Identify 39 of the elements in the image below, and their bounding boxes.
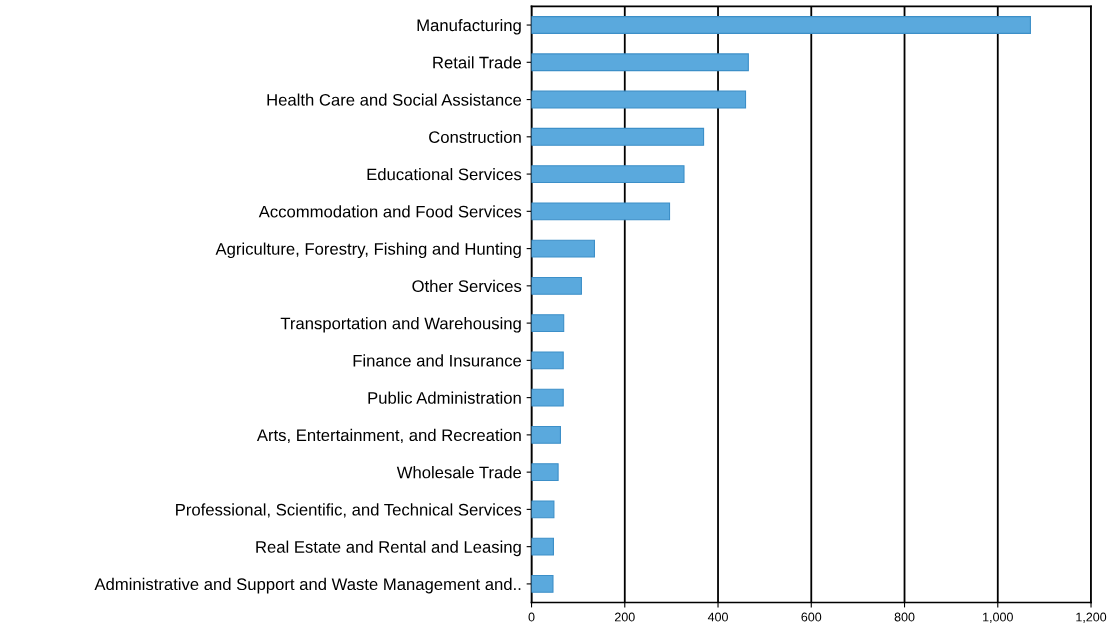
y-tick-label: Finance and Insurance xyxy=(353,354,522,367)
y-tick-label: Educational Services xyxy=(367,168,522,181)
bar xyxy=(531,351,564,370)
y-tick-label: Transportation and Warehousing xyxy=(280,317,521,333)
y-tick-label: Construction xyxy=(429,130,521,144)
y-tick-label: Wholesale Trade xyxy=(396,466,522,479)
y-tick-label: Public Administration xyxy=(368,391,521,404)
y-tick-label: Professional, Scientific, and Technical Services xyxy=(176,503,522,518)
bar xyxy=(531,314,565,333)
x-tick-label: 1,200 xyxy=(1076,612,1107,623)
bar xyxy=(531,425,561,444)
bar xyxy=(531,53,749,72)
x-tick-label: 200 xyxy=(614,612,635,622)
y-tick-label: Agriculture, Forestry, Fishing and Hunting xyxy=(215,242,521,259)
bar xyxy=(531,500,555,519)
y-tick-label: Accommodation and Food Services xyxy=(258,205,522,218)
bar xyxy=(531,276,582,295)
y-tick-label: Real Estate and Rental and Leasing xyxy=(256,540,521,557)
bar xyxy=(531,16,1031,34)
y-tick-label: Retail Trade xyxy=(433,56,522,69)
x-tick-label: 0 xyxy=(528,612,535,622)
bar xyxy=(531,127,705,146)
bar xyxy=(531,90,747,109)
bar xyxy=(531,388,564,407)
y-tick-label: Manufacturing xyxy=(417,19,521,35)
y-tick-label: Administrative and Support and Waste Management and.. xyxy=(94,577,521,594)
bar xyxy=(531,574,554,593)
x-tick-label: 1,000 xyxy=(983,612,1013,623)
bar xyxy=(531,239,596,258)
y-tick-label: Arts, Entertainment, and Recreation xyxy=(256,428,521,444)
y-tick-label: Other Services xyxy=(412,279,522,293)
x-tick-label: 800 xyxy=(894,612,915,622)
bar xyxy=(531,165,685,184)
bar xyxy=(531,463,559,482)
bar xyxy=(531,202,671,221)
y-tick-label: Health Care and Social Assistance xyxy=(267,93,522,106)
x-tick-label: 600 xyxy=(801,612,822,622)
bar xyxy=(531,537,554,556)
x-tick-label: 400 xyxy=(707,612,728,622)
